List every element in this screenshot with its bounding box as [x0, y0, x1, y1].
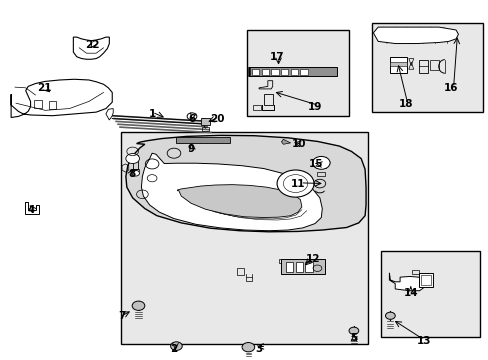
Text: 3: 3 — [255, 343, 262, 354]
Text: 15: 15 — [308, 159, 323, 169]
Circle shape — [242, 342, 254, 352]
Polygon shape — [372, 27, 458, 44]
Polygon shape — [202, 118, 205, 123]
Bar — [34, 100, 41, 108]
Text: 11: 11 — [290, 179, 305, 189]
Bar — [418, 60, 427, 73]
Bar — [420, 275, 430, 285]
Text: 7: 7 — [118, 311, 125, 321]
Polygon shape — [73, 37, 109, 59]
Polygon shape — [388, 273, 424, 291]
Circle shape — [132, 301, 144, 310]
Bar — [281, 259, 324, 274]
Text: 4: 4 — [28, 205, 35, 215]
Text: 12: 12 — [305, 254, 319, 264]
Bar — [429, 60, 438, 70]
Polygon shape — [25, 202, 39, 213]
Polygon shape — [106, 109, 113, 120]
Text: 18: 18 — [398, 99, 412, 109]
Circle shape — [385, 312, 394, 319]
Bar — [237, 268, 244, 275]
Bar — [418, 273, 432, 287]
Text: 8: 8 — [128, 168, 135, 179]
Text: 10: 10 — [291, 139, 305, 149]
Circle shape — [187, 113, 197, 120]
Bar — [48, 101, 56, 109]
Bar — [253, 105, 260, 111]
Text: 16: 16 — [443, 83, 457, 93]
Polygon shape — [141, 153, 322, 231]
Polygon shape — [281, 139, 290, 144]
Bar — [201, 127, 209, 131]
Bar — [251, 69, 259, 75]
Text: 22: 22 — [85, 40, 100, 50]
Text: 17: 17 — [269, 52, 284, 62]
Bar — [285, 262, 292, 272]
Circle shape — [170, 342, 182, 350]
Circle shape — [312, 157, 329, 169]
Bar — [264, 94, 272, 105]
Bar — [290, 69, 297, 75]
Circle shape — [277, 170, 313, 197]
Polygon shape — [177, 185, 301, 217]
Bar — [281, 69, 287, 75]
Circle shape — [125, 154, 139, 163]
Bar — [295, 262, 302, 272]
Bar — [246, 30, 348, 116]
Text: 19: 19 — [307, 102, 322, 112]
Bar — [120, 132, 368, 344]
Bar — [305, 262, 312, 272]
Bar — [380, 251, 479, 337]
Text: 21: 21 — [37, 83, 51, 93]
Text: 20: 20 — [210, 113, 224, 123]
Text: 2: 2 — [170, 343, 177, 354]
Bar — [300, 69, 307, 75]
Circle shape — [131, 170, 139, 176]
Bar — [389, 62, 407, 66]
Text: 6: 6 — [188, 114, 196, 124]
Bar — [176, 137, 229, 143]
Bar — [271, 69, 278, 75]
Bar — [261, 69, 268, 75]
Bar — [201, 118, 210, 125]
Text: 9: 9 — [187, 144, 194, 154]
Bar — [249, 67, 336, 76]
Bar — [132, 155, 137, 169]
Bar — [371, 23, 482, 112]
Text: 14: 14 — [403, 288, 417, 297]
Text: 13: 13 — [416, 337, 431, 346]
Bar — [389, 57, 407, 73]
Text: 5: 5 — [349, 333, 357, 343]
Polygon shape — [125, 135, 366, 232]
Polygon shape — [11, 79, 112, 117]
Circle shape — [348, 327, 358, 334]
Text: 1: 1 — [148, 109, 155, 119]
